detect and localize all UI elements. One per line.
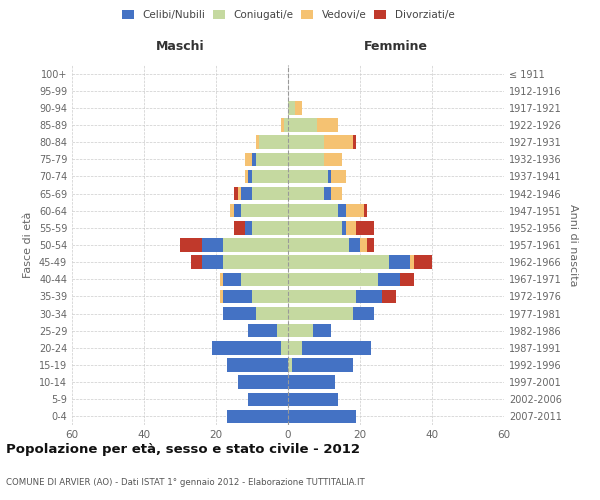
Y-axis label: Fasce di età: Fasce di età	[23, 212, 33, 278]
Bar	[356, 290, 382, 303]
Bar	[288, 272, 378, 286]
Bar	[245, 152, 252, 166]
Bar	[252, 290, 288, 303]
Bar	[288, 204, 338, 218]
Bar	[259, 136, 288, 149]
Bar	[227, 358, 288, 372]
Bar	[234, 187, 238, 200]
Bar	[241, 204, 288, 218]
Bar	[317, 118, 338, 132]
Bar	[288, 238, 349, 252]
Bar	[353, 136, 356, 149]
Bar	[252, 170, 288, 183]
Bar	[378, 272, 400, 286]
Bar	[202, 238, 223, 252]
Bar	[212, 341, 281, 354]
Bar	[248, 170, 252, 183]
Text: Femmine: Femmine	[364, 40, 428, 53]
Legend: Celibi/Nubili, Coniugati/e, Vedovi/e, Divorziati/e: Celibi/Nubili, Coniugati/e, Vedovi/e, Di…	[118, 6, 458, 24]
Bar	[349, 238, 360, 252]
Bar	[202, 256, 223, 269]
Bar	[288, 392, 338, 406]
Bar	[223, 256, 288, 269]
Bar	[252, 221, 288, 234]
Bar	[288, 152, 324, 166]
Text: Popolazione per età, sesso e stato civile - 2012: Popolazione per età, sesso e stato civil…	[6, 442, 360, 456]
Bar	[356, 221, 374, 234]
Bar	[288, 187, 324, 200]
Bar	[284, 118, 288, 132]
Bar	[248, 324, 277, 338]
Bar	[288, 101, 295, 114]
Bar	[288, 307, 353, 320]
Bar	[220, 272, 223, 286]
Bar	[241, 272, 288, 286]
Bar	[346, 204, 364, 218]
Bar	[331, 170, 346, 183]
Bar	[288, 358, 292, 372]
Bar	[234, 204, 241, 218]
Bar	[288, 221, 342, 234]
Bar	[410, 256, 414, 269]
Bar	[338, 204, 346, 218]
Bar	[324, 187, 331, 200]
Bar	[241, 187, 252, 200]
Y-axis label: Anni di nascita: Anni di nascita	[568, 204, 578, 286]
Bar	[230, 204, 234, 218]
Bar	[256, 136, 259, 149]
Bar	[414, 256, 432, 269]
Bar	[324, 152, 342, 166]
Bar	[389, 256, 410, 269]
Bar	[256, 152, 288, 166]
Bar	[313, 324, 331, 338]
Bar	[324, 136, 353, 149]
Bar	[220, 290, 223, 303]
Bar	[346, 221, 356, 234]
Bar	[288, 341, 302, 354]
Bar	[288, 290, 356, 303]
Bar	[360, 238, 367, 252]
Bar	[252, 152, 256, 166]
Bar	[295, 101, 302, 114]
Bar	[288, 410, 356, 423]
Bar	[234, 221, 245, 234]
Bar	[367, 238, 374, 252]
Bar	[223, 272, 241, 286]
Bar	[288, 118, 317, 132]
Bar	[331, 187, 342, 200]
Bar	[364, 204, 367, 218]
Bar	[281, 118, 284, 132]
Bar	[227, 410, 288, 423]
Bar	[277, 324, 288, 338]
Bar	[302, 341, 371, 354]
Bar	[191, 256, 202, 269]
Bar	[288, 324, 313, 338]
Bar	[245, 221, 252, 234]
Bar	[256, 307, 288, 320]
Text: Maschi: Maschi	[155, 40, 205, 53]
Bar	[238, 376, 288, 389]
Bar	[400, 272, 414, 286]
Bar	[245, 170, 248, 183]
Bar	[353, 307, 374, 320]
Bar	[248, 392, 288, 406]
Bar	[292, 358, 353, 372]
Bar	[288, 170, 328, 183]
Bar	[223, 238, 288, 252]
Bar	[328, 170, 331, 183]
Bar	[382, 290, 396, 303]
Text: COMUNE DI ARVIER (AO) - Dati ISTAT 1° gennaio 2012 - Elaborazione TUTTITALIA.IT: COMUNE DI ARVIER (AO) - Dati ISTAT 1° ge…	[6, 478, 365, 487]
Bar	[288, 256, 389, 269]
Bar	[281, 341, 288, 354]
Bar	[238, 187, 241, 200]
Bar	[180, 238, 202, 252]
Bar	[223, 290, 252, 303]
Bar	[342, 221, 346, 234]
Bar	[288, 376, 335, 389]
Bar	[223, 307, 256, 320]
Bar	[252, 187, 288, 200]
Bar	[288, 136, 324, 149]
